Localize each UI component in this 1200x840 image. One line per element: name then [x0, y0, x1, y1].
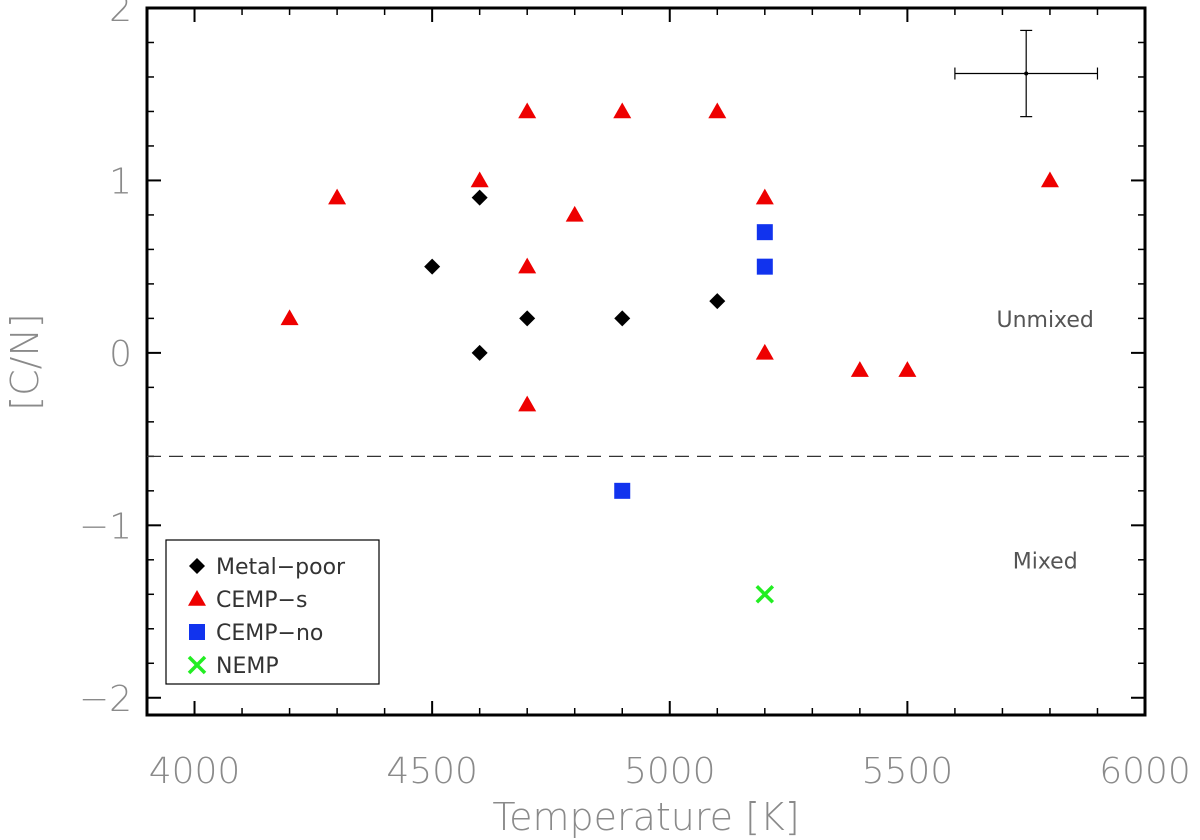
data-point — [755, 188, 774, 205]
legend-label: CEMP−no — [216, 621, 323, 646]
error-bar-center — [1024, 71, 1029, 76]
data-point — [471, 344, 488, 361]
x-tick-label: 5000 — [624, 751, 716, 792]
data-point — [1040, 171, 1059, 188]
plot-area — [145, 6, 1147, 717]
data-point — [518, 395, 537, 412]
legend: Metal−poor CEMP−s CEMP−no NEMP — [165, 539, 380, 685]
data-point — [471, 189, 488, 206]
y-tick-label: −2 — [79, 679, 132, 720]
x-tick-label: 6000 — [1099, 751, 1191, 792]
x-axis-title: Temperature [K] — [492, 795, 799, 839]
data-point — [756, 258, 773, 275]
data-point — [470, 171, 489, 188]
y-axis-title: [C/N] — [3, 313, 47, 410]
y-tick-label: 0 — [109, 334, 132, 375]
data-point — [280, 309, 299, 326]
data-point — [850, 361, 869, 377]
axis-tick-labels: 4000 4500 5000 5500 6000 −2 −1 0 1 2 — [79, 0, 1191, 792]
data-point — [565, 205, 584, 222]
legend-marker — [188, 590, 206, 606]
legend-marker-stroke — [187, 655, 207, 675]
x-tick-label: 5500 — [862, 751, 954, 792]
data-point-stroke — [755, 585, 775, 604]
data-point — [614, 482, 631, 499]
data-point — [518, 102, 537, 119]
annotations: Unmixed Mixed — [996, 308, 1093, 574]
plot-frame — [145, 6, 1147, 717]
y-tick-label: 2 — [109, 0, 132, 30]
y-tick-label: −1 — [79, 506, 132, 547]
data-point — [709, 293, 726, 310]
data-point — [614, 310, 631, 327]
data-marks — [280, 102, 1059, 604]
legend-label: CEMP−s — [216, 588, 307, 613]
data-point — [708, 102, 727, 119]
data-point — [898, 361, 917, 377]
legend-marker — [189, 558, 205, 574]
data-point — [519, 310, 536, 327]
data-point — [328, 188, 347, 205]
data-point — [756, 224, 773, 241]
legend-marker — [187, 655, 207, 675]
data-point — [755, 343, 774, 360]
y-tick-label: 1 — [109, 161, 132, 202]
error-bar-group — [954, 29, 1099, 118]
data-point — [613, 102, 632, 119]
legend-marker — [189, 624, 205, 640]
region-label: Unmixed — [996, 308, 1093, 333]
x-tick-label: 4000 — [149, 751, 241, 792]
data-point — [518, 257, 537, 274]
data-point — [424, 258, 441, 275]
data-point — [755, 585, 775, 604]
legend-label: NEMP — [216, 654, 279, 679]
legend-label: Metal−poor — [216, 555, 346, 580]
region-label: Mixed — [1013, 549, 1078, 574]
axis-ticks — [146, 7, 1146, 715]
x-tick-label: 4500 — [386, 751, 478, 792]
